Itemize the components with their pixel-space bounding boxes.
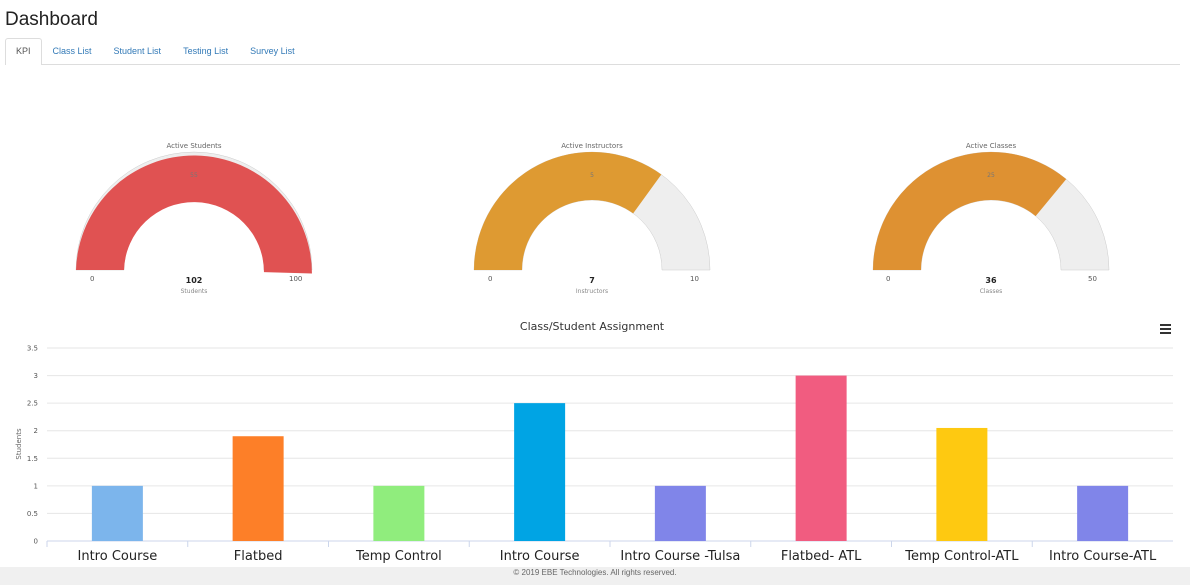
gauge-value-arc [76,155,312,274]
gauge-max-label: 50 [1088,275,1097,283]
chart-menu-icon[interactable] [1160,324,1171,334]
gauge-unit: Classes [979,288,1003,295]
x-category-label: Flatbed- ATL [781,549,862,564]
gauge-title: Active Instructors [561,142,623,150]
gauge-unit: Instructors [575,288,609,295]
tab-student-list[interactable]: Student List [113,46,162,56]
bar-7[interactable] [936,427,988,541]
tab-testing-list[interactable]: Testing List [183,46,229,56]
chart-y-axis-label: Students [15,428,23,460]
gauge-title: Active Classes [965,142,1017,150]
gauge-pointer-label: 55 [190,172,198,179]
bar-1[interactable] [91,485,143,541]
gauge-active-students-svg [75,151,313,274]
gauge-min-label: 0 [90,275,95,283]
tab-class-list[interactable]: Class List [52,46,92,56]
gauge-active-instructors: Active Instructors 5 7 Instructors 0 10 [462,138,722,300]
x-category-label: Temp Control-ATL [904,549,1019,564]
tab-kpi[interactable]: KPI [5,38,42,65]
gauge-min-label: 0 [886,275,891,283]
y-tick-label: 1.5 [27,455,38,463]
gauge-min-label: 0 [488,275,493,283]
tab-bar: KPI Class List Student List Testing List… [5,38,1180,65]
gauge-pointer-label: 5 [590,172,594,179]
gauge-active-instructors-svg [473,151,711,271]
gauge-value: 36 [985,276,997,285]
chart-title: Class/Student Assignment [520,320,665,333]
gauge-title: Active Students [166,142,222,150]
y-tick-label: 3 [34,372,38,380]
class-student-assignment-chart: Class/Student Assignment Students 0 0.5 1 1… [0,316,1190,585]
gauge-active-classes-svg [872,151,1110,271]
page-title: Dashboard [5,9,98,30]
x-category-label: Flatbed [234,549,283,564]
gauge-unit: Students [180,288,208,295]
bar-6[interactable] [795,375,847,541]
x-category-label: Intro Course-ATL [1049,549,1157,564]
y-tick-label: 0 [34,538,38,546]
x-category-label: Temp Control [355,549,442,564]
gauge-value-arc [474,152,662,270]
gauge-max-label: 100 [289,275,303,283]
footer: © 2019 EBE Technologies. All rights rese… [0,567,1190,585]
x-category-label: Intro Course [500,549,580,564]
y-tick-label: 3.5 [27,345,38,353]
x-category-label: Intro Course -Tulsa [620,549,740,564]
bar-8[interactable] [1077,485,1129,541]
gauge-pointer-label: 25 [987,172,995,179]
gauge-value: 7 [589,276,595,285]
tab-survey-list[interactable]: Survey List [250,46,295,56]
y-tick-label: 2 [34,427,38,435]
bar-5[interactable] [654,485,706,541]
bar-2[interactable] [232,436,284,541]
bar-4[interactable] [514,403,566,541]
y-tick-label: 1 [34,482,38,490]
gauge-value-arc [873,152,1067,270]
y-tick-label: 2.5 [27,400,38,408]
gauge-max-label: 10 [690,275,699,283]
gauge-active-classes: Active Classes 25 36 Classes 0 50 [861,138,1121,300]
gauge-active-students: Active Students 55 102 Students 0 100 [64,138,324,300]
y-tick-label: 0.5 [27,510,38,518]
copyright-text: © 2019 EBE Technologies. All rights rese… [513,568,677,577]
bar-chart-svg: Class/Student Assignment Students 0 0.5 1 1… [15,320,1173,564]
gauge-value: 102 [185,276,203,285]
bar-3[interactable] [373,485,425,541]
x-category-label: Intro Course [78,549,158,564]
